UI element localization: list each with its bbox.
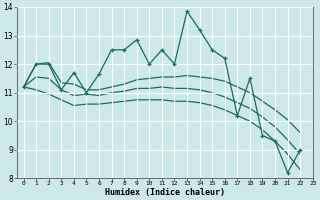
X-axis label: Humidex (Indice chaleur): Humidex (Indice chaleur) xyxy=(105,188,225,197)
